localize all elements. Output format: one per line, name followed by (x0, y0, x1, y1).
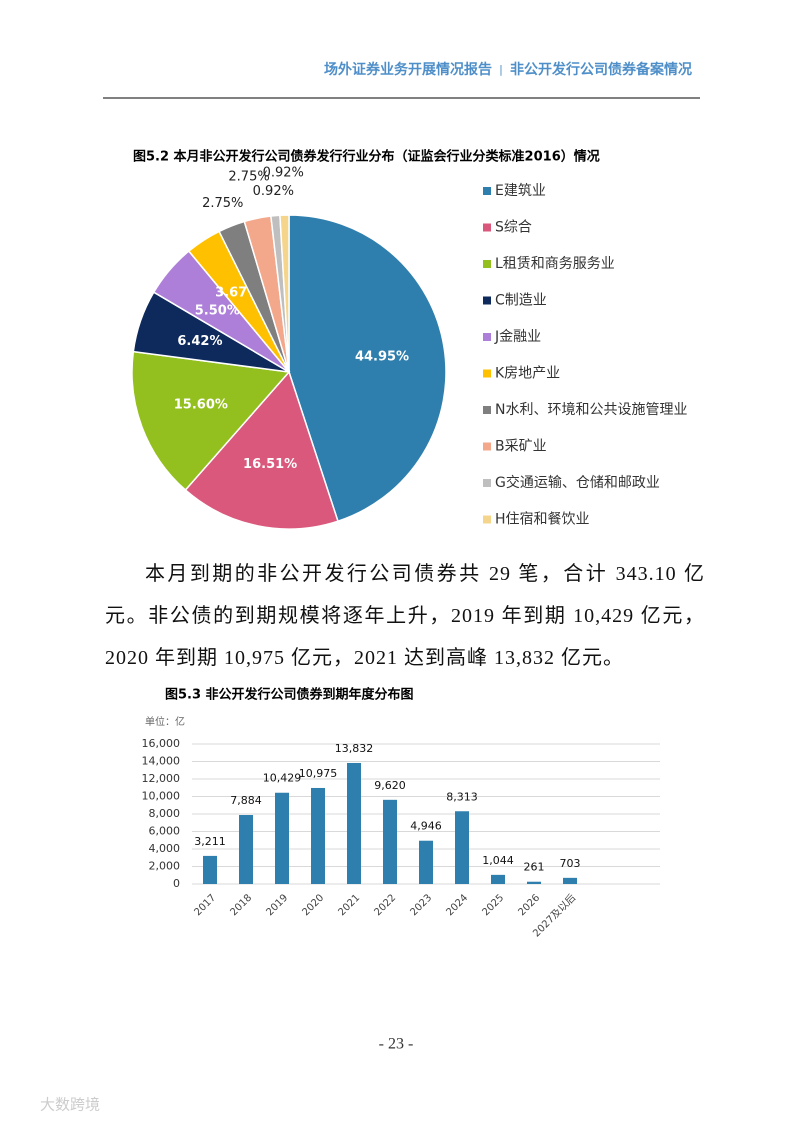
x-tick-label: 2025 (480, 892, 506, 918)
legend-swatch (483, 442, 491, 451)
chart-title: 图5.3 非公开发行公司债券到期年度分布图 (165, 687, 414, 703)
header-title: 场外证券业务开展情况报告 (324, 61, 492, 78)
data-label: 2.75% (202, 196, 243, 211)
data-label: 0.92% (263, 166, 304, 181)
y-tick-label: 6,000 (149, 825, 181, 838)
bar (239, 815, 253, 884)
x-tick-label: 2021 (336, 892, 362, 918)
bar (347, 762, 361, 884)
data-label: 0.92% (253, 184, 294, 199)
x-tick-label: 2023 (408, 892, 434, 918)
legend-label: H住宿和餐饮业 (495, 511, 590, 528)
x-tick-label: 2024 (444, 892, 470, 918)
y-tick-label: 14,000 (142, 755, 181, 768)
pie-slice (279, 214, 290, 373)
legend-label: K房地产业 (495, 366, 560, 382)
pie-slice (184, 370, 339, 530)
unit-label: 单位：亿 (145, 715, 185, 728)
legend-label: B采矿业 (495, 439, 547, 455)
legend-swatch (483, 260, 491, 268)
legend-label: L租赁和商务服务业 (495, 256, 615, 272)
data-label: 16.51% (243, 457, 297, 472)
legend-swatch (483, 296, 491, 305)
paragraph: 本月到期的非公开发行公司债券共 29 笔，合计 343.10 亿元。非公债的到期… (105, 563, 705, 669)
header-section: 非公开发行公司债券备案情况 (510, 61, 692, 78)
legend-swatch (483, 406, 491, 414)
y-tick-label: 10,000 (142, 790, 181, 803)
bar (275, 792, 289, 884)
data-label: 10,429 (263, 772, 302, 785)
x-tick-label: 2020 (300, 892, 326, 918)
data-label: 10,975 (299, 767, 338, 780)
data-label: 2.75% (228, 170, 269, 185)
x-tick-label: 2022 (372, 892, 398, 918)
bar (563, 877, 577, 884)
y-tick-label: 4,000 (149, 842, 181, 855)
header-separator: | (499, 63, 503, 76)
legend-label: E建筑业 (495, 183, 546, 199)
page-number: - 23 - (379, 1036, 414, 1053)
data-label: 5.50% (195, 303, 240, 318)
x-tick-label: 2017 (192, 892, 218, 918)
legend-label: N水利、环境和公共设施管理业 (495, 402, 687, 418)
data-label: 6.42% (177, 334, 222, 349)
data-label: 15.60% (174, 398, 228, 413)
data-label: 1,044 (482, 854, 514, 867)
data-label: 703 (560, 857, 581, 870)
bar (455, 811, 469, 884)
legend-swatch (483, 515, 491, 524)
legend-label: S综合 (495, 220, 532, 236)
legend-label: C制造业 (495, 293, 547, 309)
bar (419, 840, 433, 884)
y-tick-label: 8,000 (149, 807, 181, 820)
data-label: 44.95% (355, 350, 409, 365)
data-label: 13,832 (335, 742, 374, 755)
legend-swatch (483, 333, 491, 341)
x-tick-label: 2019 (264, 892, 290, 918)
legend-swatch (483, 369, 491, 378)
pie-slice (288, 214, 447, 523)
legend-label: G交通运输、仓储和邮政业 (495, 474, 660, 491)
legend-swatch (483, 223, 491, 232)
data-label: 7,884 (230, 794, 262, 807)
x-tick-label: 2018 (228, 892, 254, 918)
data-label: 8,313 (446, 790, 478, 803)
bar (527, 881, 541, 884)
pie-slice (131, 350, 291, 492)
bar (203, 855, 217, 884)
y-tick-label: 0 (173, 877, 180, 890)
watermark: 大数跨境 (40, 1096, 100, 1114)
legend-swatch (483, 479, 491, 487)
x-tick-label: 2026 (516, 892, 542, 918)
bar (383, 799, 397, 884)
y-tick-label: 16,000 (142, 737, 181, 750)
y-tick-label: 12,000 (142, 772, 181, 785)
bar (311, 787, 325, 884)
data-label: 261 (524, 861, 545, 874)
y-tick-label: 2,000 (149, 860, 181, 873)
legend-label: J金融业 (494, 329, 541, 345)
data-label: 9,620 (374, 779, 406, 792)
data-label: 3,211 (194, 835, 226, 848)
data-label: 4,946 (410, 820, 442, 833)
chart-title: 图5.2 本月非公开发行公司债券发行行业分布（证监会行业分类标准2016）情况 (133, 149, 600, 165)
legend-swatch (483, 187, 491, 195)
bar (491, 874, 505, 884)
